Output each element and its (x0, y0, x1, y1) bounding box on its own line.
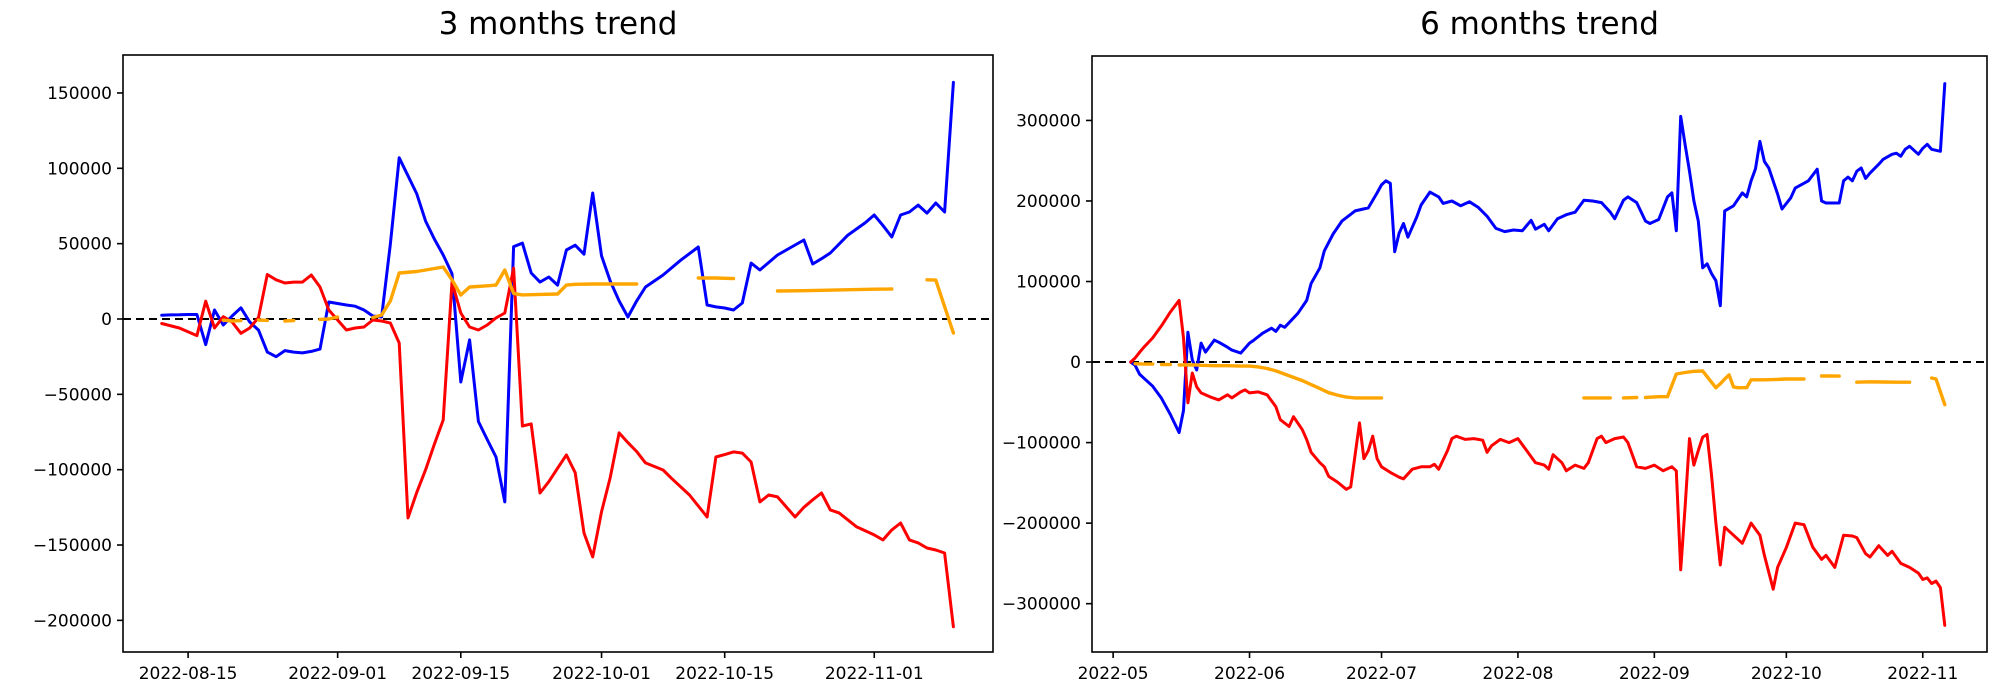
chart-6-months-trend-y-tick-label: −200000 (1002, 514, 1081, 534)
chart-3-months-trend-y-tick-label: 0 (101, 310, 112, 330)
chart-6-months-trend-y-tick-label: 200000 (1016, 192, 1081, 212)
chart-3-months-trend-x-tick-label: 2022-09-15 (411, 664, 510, 684)
chart-3-months-trend-y-tick-label: −150000 (33, 536, 112, 556)
chart-6-months-trend-border (1091, 55, 1988, 653)
chart-6-months-trend-x-tick-label: 2022-05 (1078, 664, 1149, 684)
chart-3-months-trend-series-orange (775, 287, 894, 293)
chart-6-months-trend-series-orange (1177, 363, 1384, 400)
chart-3-months-trend-x-tick-label: 2022-08-15 (139, 664, 238, 684)
chart-3-months-trend-x-tick-label: 2022-10-01 (552, 664, 651, 684)
chart-3-months-trend-series-red (160, 266, 955, 629)
chart-6-months-trend-y-tick-label: −100000 (1002, 434, 1081, 454)
chart-title-6-months: 6 months trend (1420, 6, 1659, 42)
chart-3-months-trend-y-tick-label: −50000 (44, 385, 112, 405)
chart-3-months-trend-series-orange (371, 265, 639, 320)
chart-6-months-trend-x-tick-label: 2022-08 (1482, 664, 1553, 684)
chart-6-months-trend-y-tick-label: 0 (1070, 353, 1081, 373)
chart-title-3-months: 3 months trend (438, 6, 678, 42)
chart-6-months-trend-x-tick-label: 2022-06 (1214, 664, 1285, 684)
chart-3-months-trend-x-tick-label: 2022-10-15 (675, 664, 774, 684)
chart-6-months-trend-x-tick-label: 2022-11 (1887, 664, 1958, 684)
chart-3-months-trend-series-orange (221, 318, 243, 323)
chart-6-months-trend-series-orange (1643, 369, 1806, 400)
chart-3-months-trend-series-orange (925, 278, 956, 335)
chart-6-months-trend-series-blue (1129, 82, 1947, 435)
chart-3-months-trend-x-tick-label: 2022-11-01 (825, 664, 924, 684)
chart-6-months-trend-series-orange (1929, 376, 1947, 407)
chart-6-months-trend-y-tick-label: 300000 (1016, 111, 1081, 131)
chart-3-months-trend-y-tick-label: 50000 (58, 235, 112, 255)
chart-6-months-trend-y-tick-label: −300000 (1002, 595, 1081, 615)
chart-3-months-trend-y-tick-label: 100000 (47, 159, 112, 179)
chart-3-months-trend-x-tick-label: 2022-09-01 (288, 664, 387, 684)
chart-3-months-trend-y-tick-label: 150000 (47, 84, 112, 104)
chart-6-months-trend-x-tick-label: 2022-10 (1751, 664, 1822, 684)
chart-3-months-trend-series-orange (696, 276, 736, 281)
chart-6-months-trend-series-red (1129, 298, 1947, 627)
chart-3-months-trend-y-tick-label: −200000 (33, 611, 112, 631)
chart-3-months-trend-series-orange (283, 318, 296, 323)
chart-6-months-trend-x-tick-label: 2022-07 (1346, 664, 1417, 684)
chart-3-months-trend-series-blue (160, 80, 955, 504)
chart-6-months-trend-y-tick-label: 100000 (1016, 273, 1081, 293)
chart-3-months-trend-series-orange (318, 315, 340, 322)
chart-3-months-trend-border (122, 54, 994, 653)
chart-6-months-trend-x-tick-label: 2022-09 (1619, 664, 1690, 684)
chart-3-months-trend-y-tick-label: −100000 (33, 461, 112, 481)
